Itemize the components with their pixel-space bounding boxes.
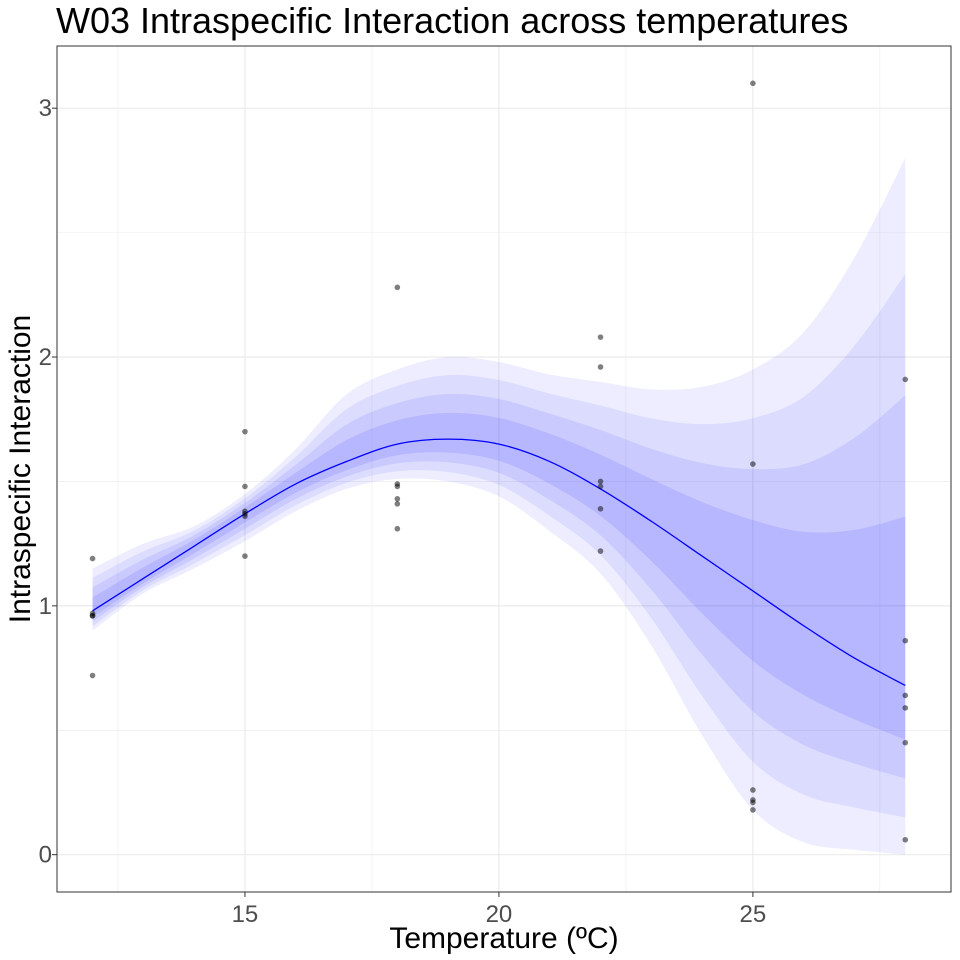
uncertainty-band-layer-1 bbox=[92, 274, 906, 818]
fit-line-layer bbox=[92, 438, 906, 687]
data-point bbox=[597, 506, 604, 512]
data-point bbox=[394, 284, 401, 291]
uncertainty-band-layer-2 bbox=[92, 393, 906, 779]
chart-title: W03 Intraspecific Interaction across tem… bbox=[56, 0, 849, 41]
data-point bbox=[597, 483, 604, 490]
y-axis-title: Intraspecific Interaction bbox=[4, 315, 37, 623]
uncertainty-band bbox=[92, 157, 906, 855]
x-tick-label: 25 bbox=[740, 901, 767, 928]
x-tick-label: 15 bbox=[232, 901, 259, 928]
data-point bbox=[242, 428, 248, 435]
data-point bbox=[750, 799, 756, 806]
grid-lines bbox=[57, 46, 951, 892]
data-point bbox=[597, 548, 604, 554]
x-axis-title: Temperature (ºC) bbox=[389, 922, 618, 955]
x-tick-label: 20 bbox=[486, 901, 513, 928]
data-point bbox=[750, 807, 756, 813]
uncertainty-band-layer-3 bbox=[92, 412, 906, 740]
data-point bbox=[89, 613, 96, 619]
y-tick-label: 3 bbox=[39, 95, 52, 122]
data-point bbox=[394, 525, 401, 532]
axis-ticks: 15 20 25 0 1 2 3 bbox=[39, 95, 767, 928]
y-tick-label: 1 bbox=[39, 593, 52, 620]
data-point bbox=[89, 672, 96, 679]
plot-panel bbox=[57, 46, 951, 892]
data-point bbox=[902, 637, 909, 644]
data-point bbox=[902, 376, 909, 383]
data-points bbox=[89, 80, 909, 843]
uncertainty-band-layer-0 bbox=[92, 157, 906, 855]
data-point bbox=[394, 496, 401, 502]
data-point bbox=[242, 483, 248, 490]
data-point bbox=[750, 787, 756, 793]
data-point bbox=[902, 705, 909, 711]
y-tick-label: 0 bbox=[39, 842, 52, 869]
data-point bbox=[394, 501, 401, 507]
data-point bbox=[242, 553, 248, 559]
data-point bbox=[242, 513, 248, 520]
data-point bbox=[750, 80, 756, 87]
data-point bbox=[394, 483, 401, 490]
panel-border bbox=[56, 45, 952, 893]
data-point bbox=[597, 334, 604, 340]
fit-line bbox=[92, 438, 906, 687]
y-tick-label: 2 bbox=[39, 344, 52, 371]
data-point bbox=[597, 478, 604, 485]
data-point bbox=[902, 739, 909, 746]
data-point bbox=[597, 364, 604, 370]
data-point bbox=[902, 836, 909, 843]
data-point bbox=[89, 555, 96, 562]
data-point bbox=[902, 692, 909, 699]
data-point bbox=[750, 461, 756, 467]
